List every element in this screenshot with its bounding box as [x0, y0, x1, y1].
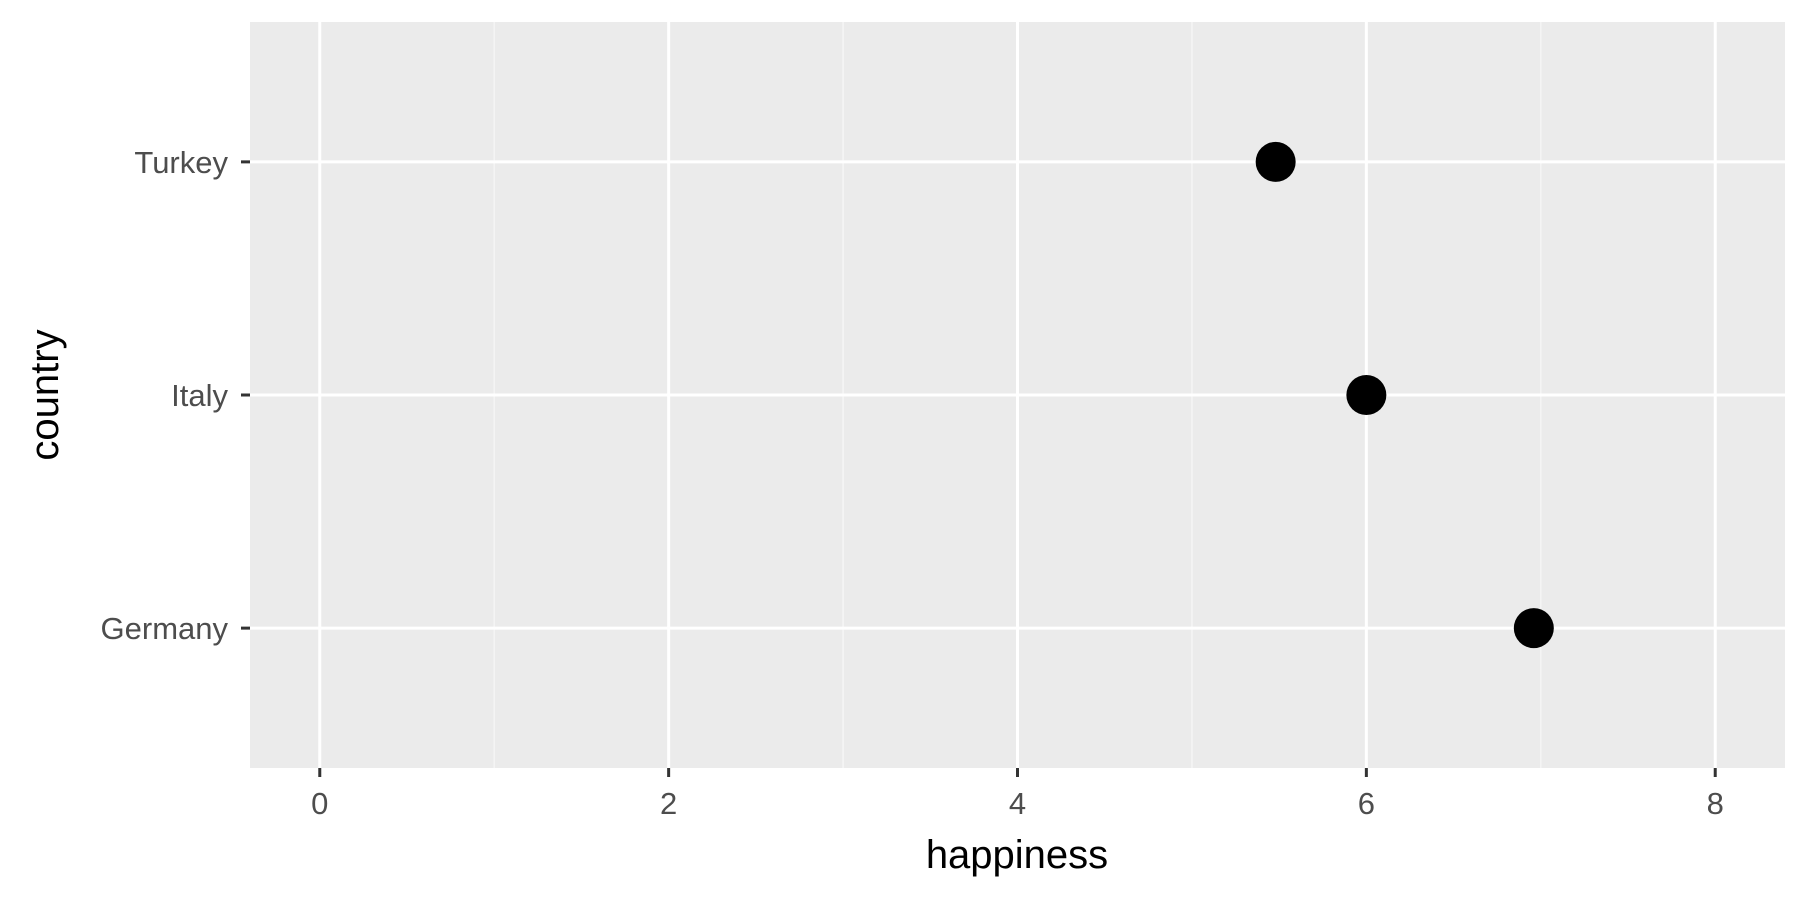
- data-point: [1346, 375, 1387, 415]
- x-axis: 0 2 4 6 8: [311, 768, 1724, 821]
- x-tick-label: 8: [1707, 786, 1724, 821]
- x-tick-label: 6: [1358, 786, 1375, 821]
- y-axis: Germany Italy Turkey: [101, 145, 250, 646]
- x-tick-label: 2: [660, 786, 677, 821]
- data-points: [1255, 141, 1554, 649]
- y-tick-label: Italy: [171, 378, 228, 413]
- x-tick-label: 0: [311, 786, 328, 821]
- data-point: [1513, 608, 1554, 649]
- y-axis-title: country: [23, 329, 67, 460]
- x-tick-label: 4: [1009, 786, 1026, 821]
- y-tick-label: Germany: [101, 611, 229, 646]
- y-tick-label: Turkey: [134, 145, 228, 180]
- data-point: [1255, 141, 1296, 182]
- x-axis-title: happiness: [926, 833, 1108, 877]
